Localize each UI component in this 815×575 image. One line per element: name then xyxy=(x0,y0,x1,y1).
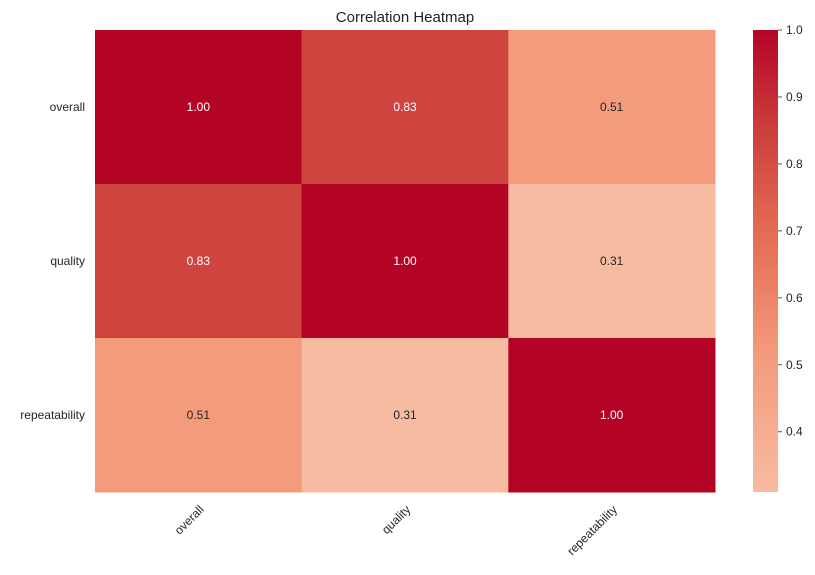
colorbar-tick-label: 0.7 xyxy=(786,224,803,238)
cell-value-label: 0.83 xyxy=(187,254,211,268)
heatmap-cell-overall-repeatability xyxy=(508,30,716,185)
x-tick-label-overall: overall xyxy=(172,502,207,537)
cell-value-label: 1.00 xyxy=(393,254,417,268)
colorbar-tick-label: 0.4 xyxy=(786,425,803,439)
heatmap-cell-overall-overall xyxy=(95,30,303,185)
heatmap-cell-quality-overall xyxy=(95,184,303,339)
colorbar-tick-label: 0.8 xyxy=(786,157,803,171)
heatmap-cell-quality-quality xyxy=(301,184,509,339)
cell-value-label: 0.83 xyxy=(393,100,417,114)
colorbar-gradient xyxy=(753,30,778,492)
chart-title: Correlation Heatmap xyxy=(336,9,474,26)
cell-value-label: 0.31 xyxy=(393,408,417,422)
cell-value-label: 1.00 xyxy=(187,100,211,114)
y-axis-labels: overall quality repeatability xyxy=(20,100,85,422)
heatmap-cell-quality-repeatability xyxy=(508,184,716,339)
y-tick-label-repeatability: repeatability xyxy=(20,408,85,422)
heatmap-cell-repeatability-quality xyxy=(301,338,509,493)
cell-value-label: 0.51 xyxy=(600,100,624,114)
colorbar-tick-label: 1.0 xyxy=(786,23,803,37)
heatmap-cell-repeatability-overall xyxy=(95,338,303,493)
x-tick-label-quality: quality xyxy=(379,502,413,536)
y-tick-label-overall: overall xyxy=(50,100,85,114)
heatmap-cells: 1.00 0.83 0.51 0.83 1.00 0.31 0.51 0.31 1.00 xyxy=(95,30,716,493)
colorbar-tick-label: 0.5 xyxy=(786,358,803,372)
colorbar-tick-label: 0.6 xyxy=(786,291,803,305)
colorbar: 0.4 0.5 0.6 0.7 0.8 0.9 1.0 xyxy=(753,23,803,492)
heatmap-cell-overall-quality xyxy=(301,30,509,185)
x-tick-label-repeatability: repeatability xyxy=(564,502,620,558)
cell-value-label: 0.31 xyxy=(600,254,624,268)
cell-value-label: 0.51 xyxy=(187,408,211,422)
cell-value-label: 1.00 xyxy=(600,408,624,422)
y-tick-label-quality: quality xyxy=(50,254,85,268)
colorbar-tick-label: 0.9 xyxy=(786,90,803,104)
x-axis-labels: overall quality repeatability xyxy=(172,502,620,558)
heatmap-cell-repeatability-repeatability xyxy=(508,338,716,493)
